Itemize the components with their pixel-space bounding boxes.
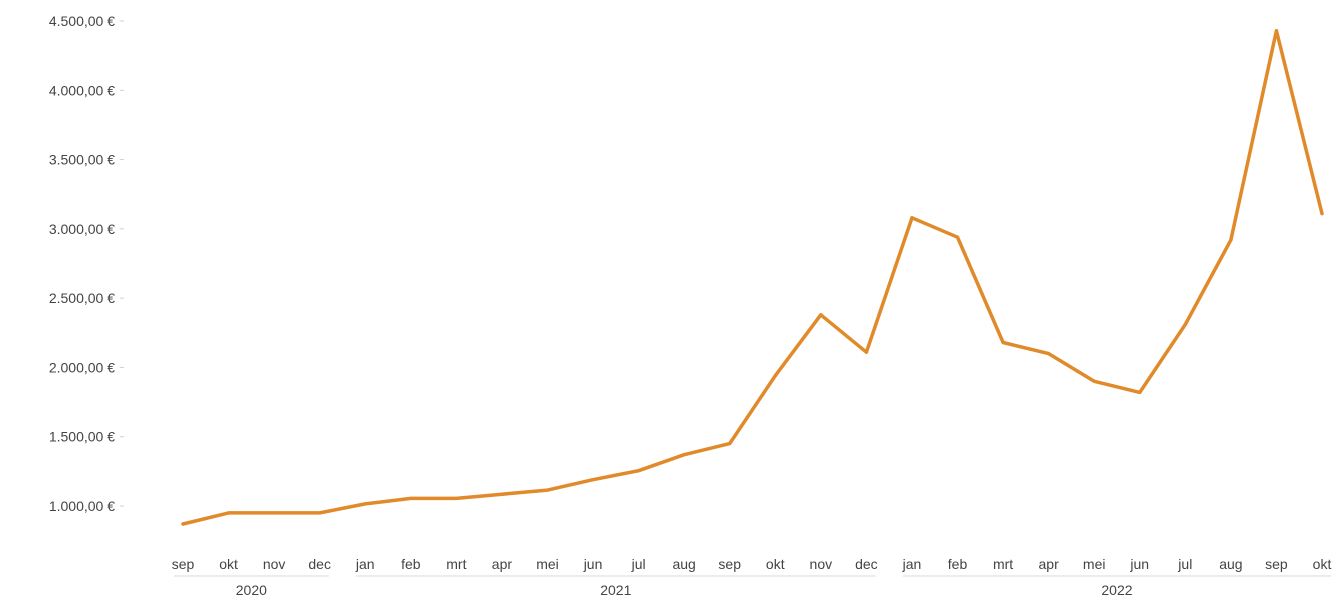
x-tick-label: mei: [536, 556, 559, 572]
data-point: [819, 313, 823, 317]
data-point: [682, 453, 686, 457]
data-point: [910, 216, 914, 220]
x-tick-label: okt: [766, 556, 785, 572]
x-tick-label: okt: [1313, 556, 1332, 572]
year-label: 2021: [600, 582, 631, 598]
data-point: [728, 442, 732, 446]
data-point: [1138, 390, 1142, 394]
year-axis: 2020 2021 2022: [173, 575, 1332, 598]
x-tick-label: feb: [401, 556, 421, 572]
x-tick-label: jul: [1177, 556, 1192, 572]
data-point: [500, 492, 504, 496]
x-tick-label: aug: [1219, 556, 1242, 572]
series-line: [181, 28, 1324, 526]
data-point: [637, 469, 641, 473]
x-tick-label: jun: [583, 556, 603, 572]
x-tick-label: jul: [631, 556, 646, 572]
x-axis: sep okt nov dec jan feb mrt apr mei jun jul aug sep o…: [172, 556, 1332, 572]
y-tick-label: 2.500,00 €: [49, 290, 115, 306]
data-point: [409, 496, 413, 500]
data-point: [181, 522, 185, 526]
y-tick-label: 4.000,00 €: [49, 82, 115, 98]
data-point: [955, 235, 960, 239]
data-point: [318, 511, 322, 515]
x-tick-label: aug: [672, 556, 695, 572]
x-tick-label: jan: [902, 556, 922, 572]
x-tick-label: nov: [263, 556, 286, 572]
year-label: 2022: [1101, 582, 1132, 598]
x-tick-label: apr: [492, 556, 513, 572]
x-tick-label: mrt: [993, 556, 1013, 572]
y-tick-label: 1.500,00 €: [49, 429, 115, 445]
y-tick-label: 3.000,00 €: [49, 221, 115, 237]
x-tick-label: apr: [1039, 556, 1060, 572]
data-point: [1092, 379, 1096, 383]
x-tick-label: dec: [855, 556, 878, 572]
x-tick-label: nov: [810, 556, 833, 572]
x-tick-label: feb: [948, 556, 968, 572]
x-tick-label: jan: [355, 556, 375, 572]
data-point: [773, 374, 777, 378]
data-point: [454, 496, 458, 500]
y-tick-label: 4.500,00 €: [49, 13, 115, 29]
data-point: [864, 350, 869, 354]
x-tick-label: dec: [308, 556, 331, 572]
data-point: [591, 478, 595, 482]
data-point: [363, 502, 367, 506]
data-point: [1001, 340, 1005, 345]
data-point: [1047, 351, 1051, 356]
data-point: [1274, 29, 1279, 33]
series-layer: [181, 28, 1324, 526]
x-tick-label: sep: [1265, 556, 1288, 572]
y-axis: 1.000,00 € 1.500,00 € 2.000,00 € 2.500,00 €…: [49, 13, 124, 514]
x-tick-label: sep: [718, 556, 741, 572]
x-tick-label: okt: [219, 556, 238, 572]
y-tick-label: 3.500,00 €: [49, 152, 115, 168]
y-tick-label: 1.000,00 €: [49, 498, 115, 514]
x-tick-label: mei: [1083, 556, 1106, 572]
data-point: [1229, 238, 1233, 242]
x-tick-label: jun: [1129, 556, 1149, 572]
data-point: [1183, 322, 1187, 327]
year-label: 2020: [236, 582, 267, 598]
data-point: [545, 488, 550, 492]
data-point: [226, 511, 231, 515]
x-tick-label: mrt: [446, 556, 466, 572]
data-point: [1320, 212, 1324, 216]
x-tick-label: sep: [172, 556, 195, 572]
data-point: [272, 511, 276, 515]
y-tick-label: 2.000,00 €: [49, 359, 115, 375]
